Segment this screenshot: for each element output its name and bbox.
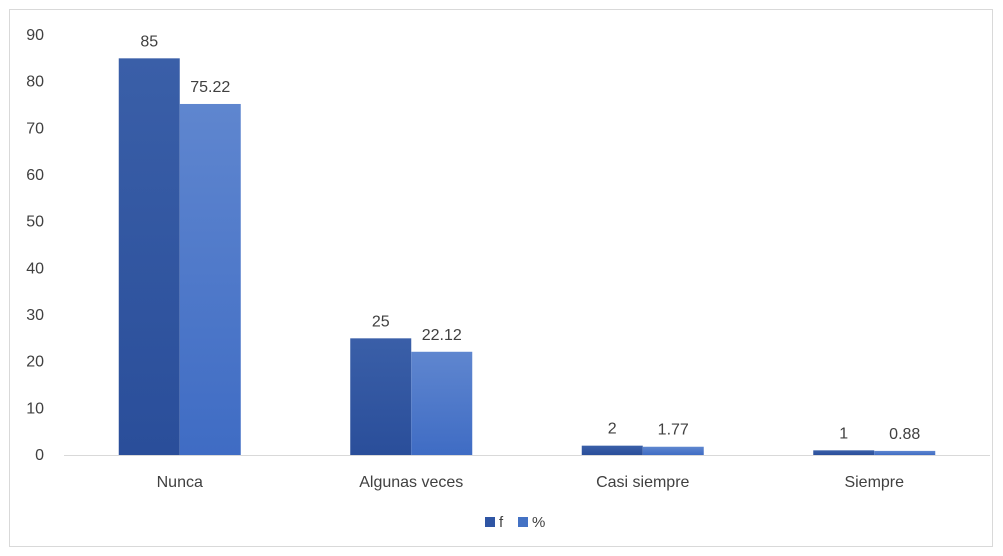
data-label: 1.77 — [658, 422, 689, 439]
data-label: 2 — [608, 421, 617, 438]
bar-f — [350, 338, 412, 455]
x-tick-label: Nunca — [157, 474, 203, 491]
bars — [118, 58, 936, 456]
y-tick-label: 30 — [26, 307, 44, 324]
bar-f — [581, 445, 643, 455]
bar-percent — [411, 351, 473, 455]
data-label: 22.12 — [422, 327, 462, 344]
data-label: 75.22 — [190, 79, 230, 96]
legend-swatch — [485, 517, 495, 527]
x-axis: Nunca Algunas veces Casi siempre Siempre — [64, 455, 990, 491]
legend-label: f — [499, 514, 504, 531]
data-label: 0.88 — [889, 426, 920, 443]
y-tick-label: 20 — [26, 354, 44, 371]
legend: f% — [485, 514, 545, 531]
legend-swatch — [518, 517, 528, 527]
y-tick-label: 90 — [26, 27, 44, 44]
y-tick-label: 60 — [26, 167, 44, 184]
legend-label: % — [532, 514, 545, 531]
y-tick-label: 50 — [26, 214, 44, 231]
bar-percent — [642, 446, 704, 455]
bar-percent — [874, 450, 936, 455]
data-labels: 85 75.22 25 22.12 2 1.77 1 0.88 — [140, 33, 920, 443]
data-label: 1 — [839, 425, 848, 442]
y-axis: 0 10 20 30 40 50 60 70 80 90 — [26, 27, 44, 464]
x-tick-label: Siempre — [844, 474, 904, 491]
data-label: 25 — [372, 313, 390, 330]
bar-f — [813, 450, 875, 455]
x-tick-label: Casi siempre — [596, 474, 689, 491]
y-tick-label: 0 — [35, 447, 44, 464]
y-tick-label: 70 — [26, 120, 44, 137]
bar-f — [118, 58, 180, 455]
y-tick-label: 80 — [26, 74, 44, 91]
bar-percent — [179, 103, 241, 456]
y-tick-label: 10 — [26, 400, 44, 417]
x-tick-label: Algunas veces — [359, 474, 463, 491]
data-label: 85 — [140, 33, 158, 50]
y-tick-label: 40 — [26, 260, 44, 277]
